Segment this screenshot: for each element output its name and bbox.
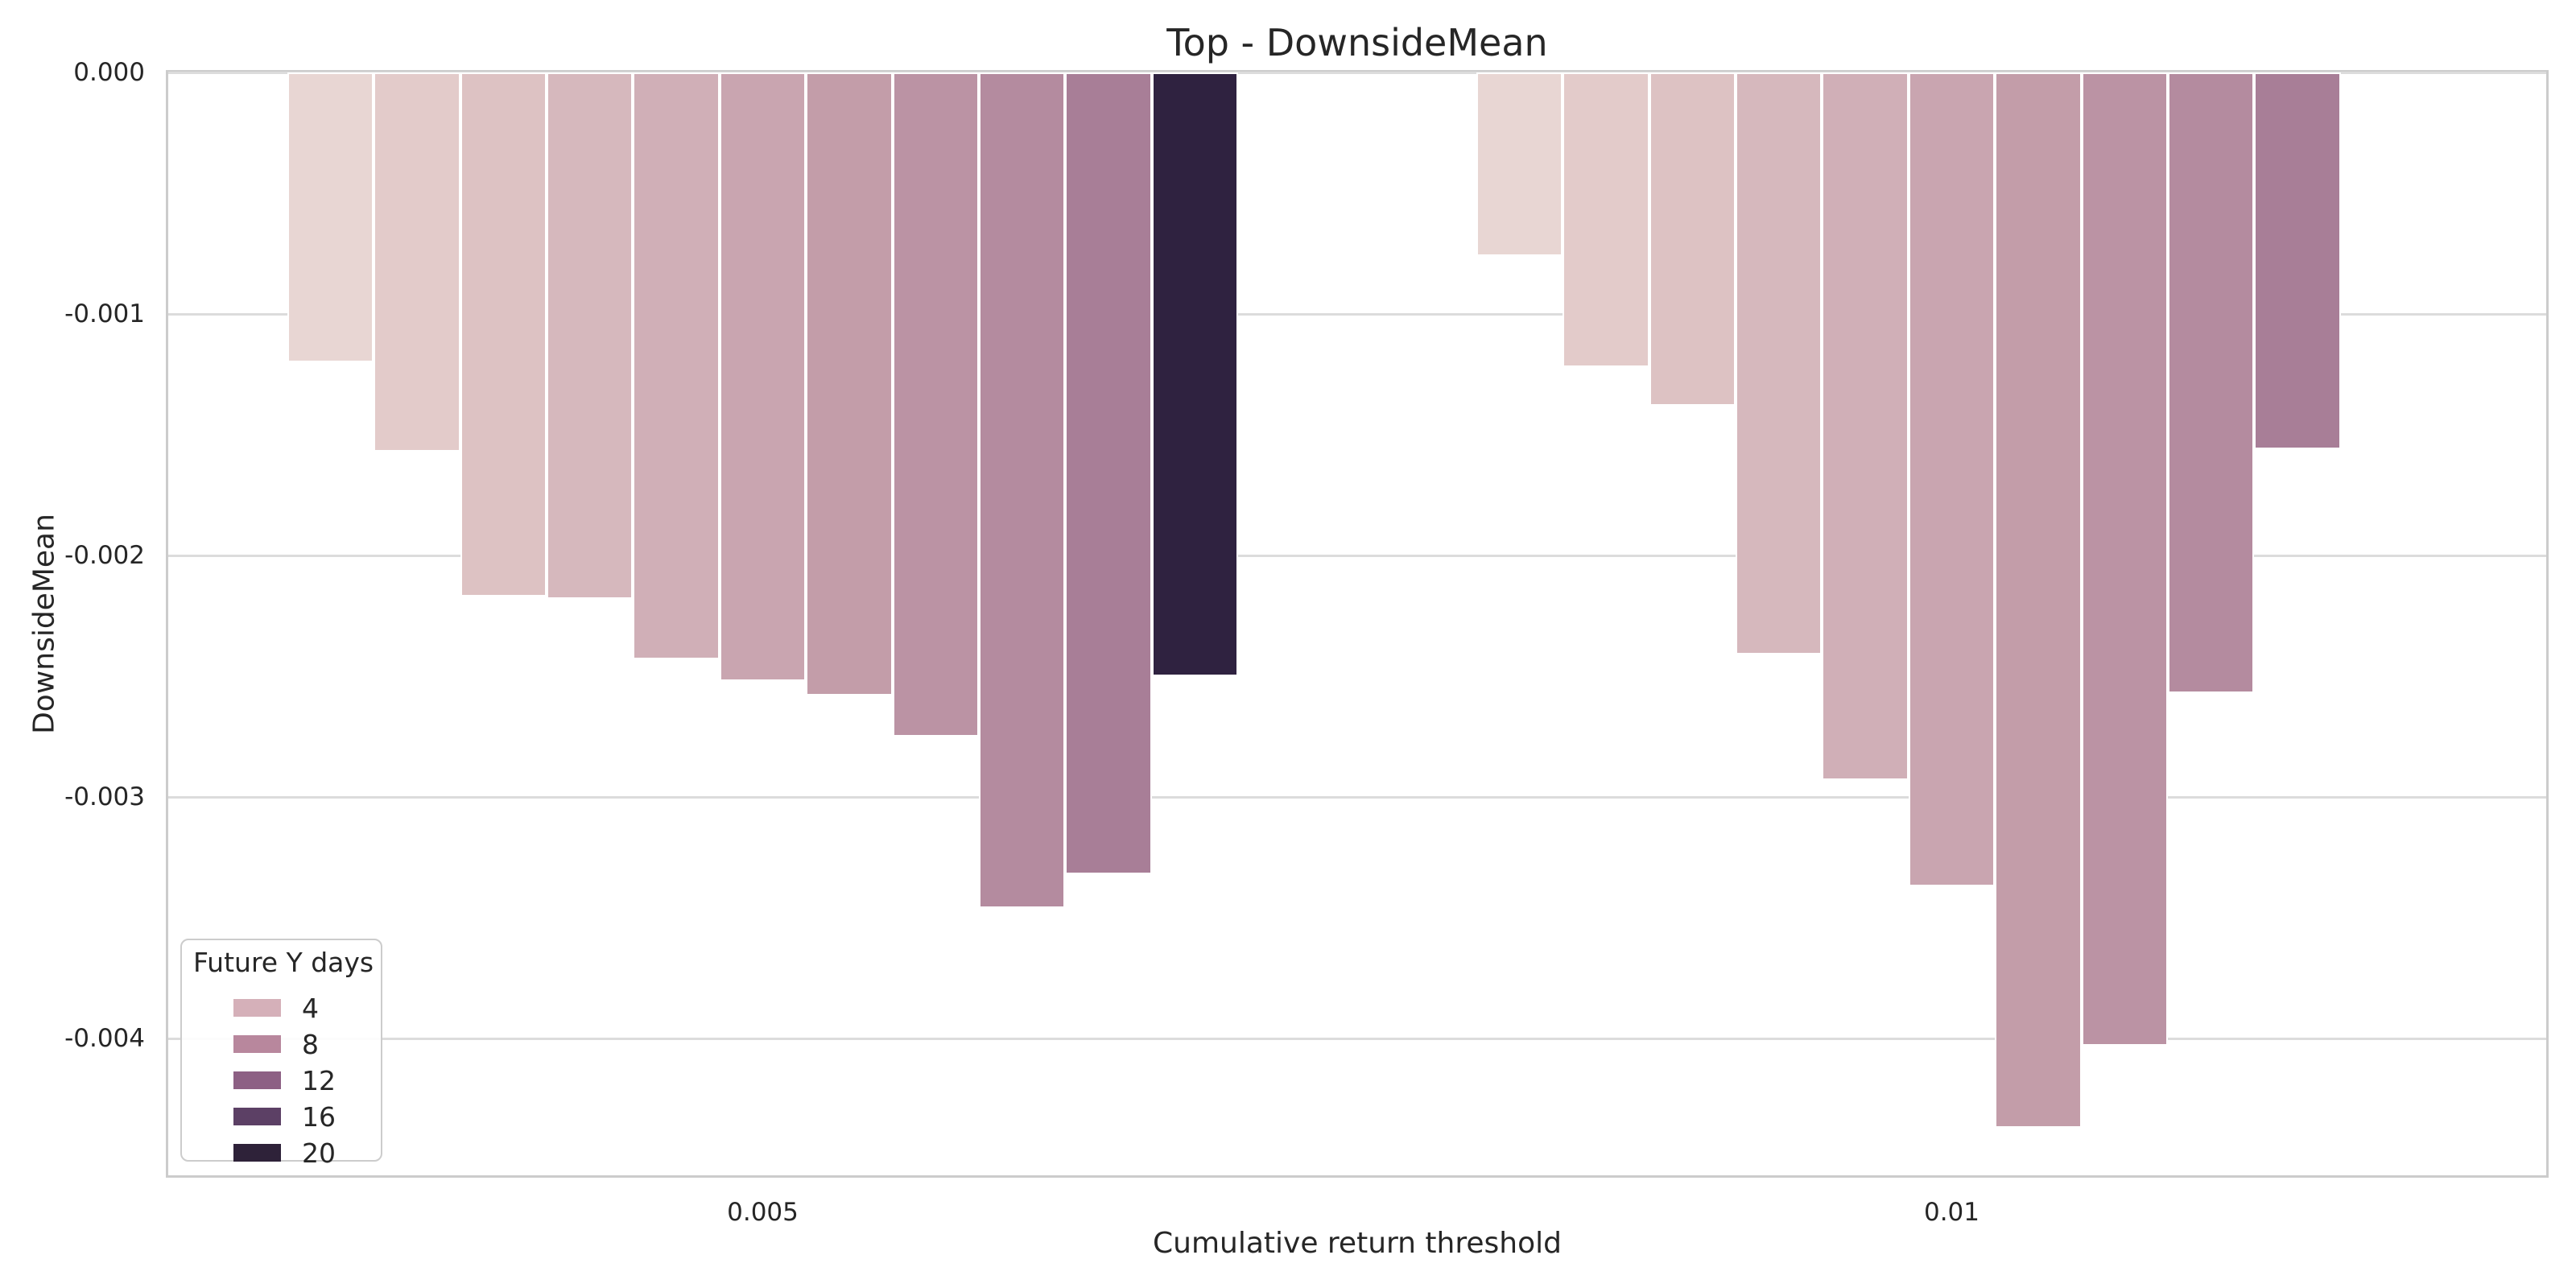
legend-row-4: 4 [182,990,381,1026]
legend-label: 20 [302,1137,336,1169]
legend-label: 8 [302,1029,319,1060]
legend-row-20: 20 [182,1135,381,1171]
gridline [168,554,2546,557]
bar-0.005-4 [633,72,720,659]
bar-0.01-1 [1563,72,1649,367]
bar-0.005-3 [546,72,634,599]
legend-swatch-8 [233,1035,281,1053]
legend: Future Y days 4 8 12 16 20 [180,939,382,1169]
x-tick-label: 0.01 [1923,1198,1980,1227]
bar-0.005-9 [1065,72,1152,874]
legend-swatch-12 [233,1071,281,1089]
gridline [168,795,2546,799]
bar-0.01-7 [2081,72,2169,1046]
legend-swatch-4 [233,999,281,1017]
bar-0.01-0 [1476,72,1563,256]
bar-0.005-10 [1151,72,1239,676]
bar-0.01-8 [2168,72,2255,693]
legend-row-12: 12 [182,1063,381,1099]
bar-0.005-1 [374,72,460,452]
chart-title: Top - DownsideMean [1166,21,1548,64]
legend-label: 4 [302,993,319,1024]
bar-0.01-5 [1908,72,1996,886]
bar-0.005-5 [719,72,807,681]
y-tick-label: 0.000 [73,58,145,87]
bar-0.01-9 [2254,72,2341,449]
legend-swatch-16 [233,1108,281,1125]
bar-0.005-6 [806,72,893,696]
y-tick-label: -0.001 [64,299,145,328]
legend-swatch-20 [233,1144,281,1162]
gridline [168,1037,2546,1040]
bar-0.01-4 [1822,72,1909,780]
y-tick-label: -0.003 [64,782,145,811]
bar-0.005-0 [287,72,374,362]
gridline [168,312,2546,316]
bar-0.01-6 [1995,72,2082,1128]
legend-row-16: 16 [182,1099,381,1135]
plot-area [166,70,2549,1178]
y-tick-label: -0.004 [64,1024,145,1053]
legend-title: Future Y days [193,947,374,978]
bar-0.005-8 [979,72,1066,908]
y-axis-label: DownsideMean [27,514,61,734]
bar-0.005-2 [460,72,547,597]
x-tick-label: 0.005 [727,1198,799,1227]
bar-0.01-3 [1735,72,1823,654]
bar-0.01-2 [1649,72,1736,406]
legend-label: 12 [302,1065,336,1096]
legend-row-8: 8 [182,1026,381,1063]
bar-0.005-7 [892,72,980,737]
legend-label: 16 [302,1101,336,1133]
gridline [168,71,2546,74]
y-tick-label: -0.002 [64,541,145,570]
x-axis-label: Cumulative return threshold [1153,1227,1562,1260]
